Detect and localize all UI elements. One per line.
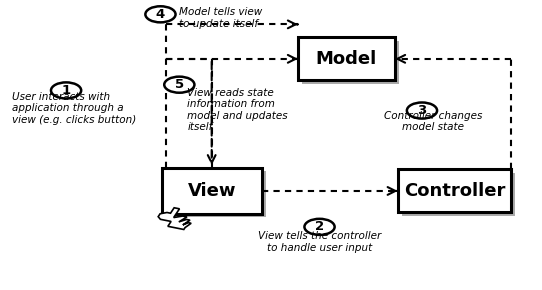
Text: Controller changes
model state: Controller changes model state bbox=[384, 110, 482, 132]
FancyBboxPatch shape bbox=[398, 169, 511, 213]
Text: 3: 3 bbox=[417, 104, 427, 117]
Text: Controller: Controller bbox=[404, 182, 505, 200]
FancyBboxPatch shape bbox=[302, 41, 399, 84]
Text: Model: Model bbox=[316, 50, 377, 68]
Text: 4: 4 bbox=[156, 8, 165, 21]
Text: 5: 5 bbox=[175, 78, 184, 91]
Text: Model tells view
to update itself: Model tells view to update itself bbox=[179, 7, 262, 29]
FancyBboxPatch shape bbox=[298, 37, 395, 80]
FancyBboxPatch shape bbox=[162, 168, 262, 214]
Text: View reads state
information from
model and updates
itself: View reads state information from model … bbox=[188, 88, 288, 132]
Circle shape bbox=[164, 77, 195, 93]
FancyBboxPatch shape bbox=[166, 171, 266, 218]
Polygon shape bbox=[158, 208, 191, 229]
Circle shape bbox=[51, 82, 81, 99]
Text: 2: 2 bbox=[315, 220, 324, 233]
Circle shape bbox=[305, 219, 334, 235]
Text: View tells the controller
to handle user input: View tells the controller to handle user… bbox=[258, 231, 381, 253]
Text: 1: 1 bbox=[62, 84, 70, 97]
Circle shape bbox=[407, 102, 437, 119]
Text: User interacts with
application through a
view (e.g. clicks button): User interacts with application through … bbox=[12, 92, 137, 125]
Text: View: View bbox=[188, 182, 236, 200]
FancyBboxPatch shape bbox=[402, 173, 515, 216]
Circle shape bbox=[145, 6, 176, 22]
